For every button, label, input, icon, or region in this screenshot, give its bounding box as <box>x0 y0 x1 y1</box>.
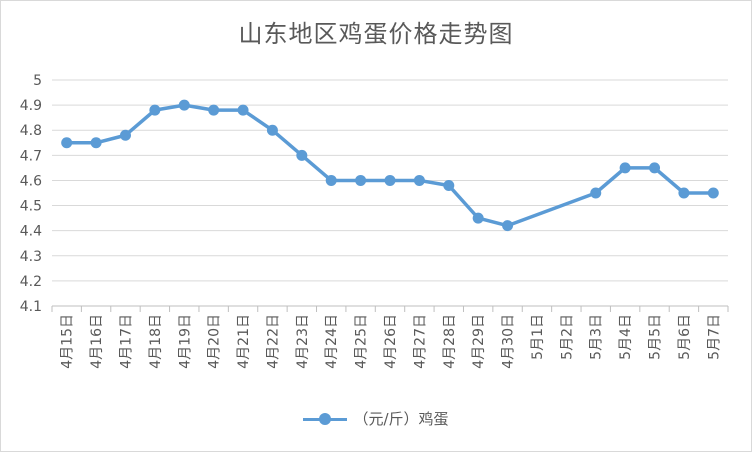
data-point <box>149 104 161 116</box>
data-point <box>384 174 396 186</box>
x-tick-label: 4月22日 <box>265 314 281 369</box>
x-tick-label: 5月4日 <box>618 314 634 360</box>
data-point <box>325 174 337 186</box>
data-point <box>443 179 455 191</box>
data-point <box>266 124 278 136</box>
y-tick-label: 4.2 <box>20 274 42 290</box>
x-tick-label: 5月2日 <box>559 314 575 360</box>
x-tick-label: 4月25日 <box>354 314 370 369</box>
x-tick-label: 4月20日 <box>207 314 223 369</box>
data-point <box>237 104 249 116</box>
data-point <box>502 220 514 232</box>
x-tick-label: 5月7日 <box>706 314 722 360</box>
y-axis: 4.1 4.2 4.3 4.4 4.5 4.6 4.7 4.8 4.9 5 <box>20 73 42 315</box>
x-tick-label: 5月3日 <box>589 314 605 360</box>
x-tick-label: 4月17日 <box>118 314 134 369</box>
y-tick-label: 5 <box>33 73 42 89</box>
y-tick-label: 4.1 <box>20 299 42 315</box>
x-axis: 4月15日 4月16日 4月17日 4月18日 4月19日 4月20日 4月21日 4月22日… <box>51 305 729 369</box>
y-tick-label: 4.9 <box>20 98 42 114</box>
series-eggs <box>61 99 719 232</box>
data-point <box>178 99 190 111</box>
data-point <box>296 149 308 161</box>
x-tick-label: 4月26日 <box>383 314 399 369</box>
y-tick-label: 4.7 <box>20 148 42 164</box>
data-point <box>649 162 661 174</box>
data-point <box>472 212 484 224</box>
y-tick-label: 4.5 <box>20 199 42 215</box>
data-point <box>355 174 367 186</box>
data-point <box>590 187 602 199</box>
x-tick-label: 4月27日 <box>412 314 428 369</box>
legend-marker-icon <box>303 412 348 426</box>
x-tick-label: 4月30日 <box>501 314 517 369</box>
x-tick-label: 5月1日 <box>530 314 546 360</box>
legend: （元/斤）鸡蛋 <box>0 408 752 430</box>
x-tick-label: 5月5日 <box>648 314 664 360</box>
y-tick-label: 4.3 <box>20 249 42 265</box>
series-line <box>66 103 714 228</box>
x-tick-label: 5月6日 <box>677 314 693 360</box>
data-point <box>413 174 425 186</box>
x-tick-label: 4月15日 <box>60 314 76 369</box>
x-tick-label: 4月24日 <box>324 314 340 369</box>
x-tick-label: 4月18日 <box>148 314 164 369</box>
y-tick-label: 4.4 <box>20 224 42 240</box>
y-tick-label: 4.8 <box>20 123 42 139</box>
data-point <box>90 137 102 149</box>
x-tick-label: 4月19日 <box>177 314 193 369</box>
data-point <box>208 104 220 116</box>
data-point <box>619 162 631 174</box>
x-tick-label: 4月23日 <box>295 314 311 369</box>
data-point <box>119 129 131 141</box>
x-tick-label: 4月21日 <box>236 314 252 369</box>
data-point <box>61 137 73 149</box>
x-tick-label: 4月16日 <box>89 314 105 369</box>
x-tick-label: 4月28日 <box>442 314 458 369</box>
gridlines <box>52 79 728 282</box>
data-point <box>678 187 690 199</box>
x-tick-label: 4月29日 <box>471 314 487 369</box>
chart-title: 山东地区鸡蛋价格走势图 <box>238 20 514 48</box>
data-point <box>707 187 719 199</box>
y-tick-label: 4.6 <box>20 173 42 189</box>
legend-label: （元/斤）鸡蛋 <box>353 410 449 428</box>
